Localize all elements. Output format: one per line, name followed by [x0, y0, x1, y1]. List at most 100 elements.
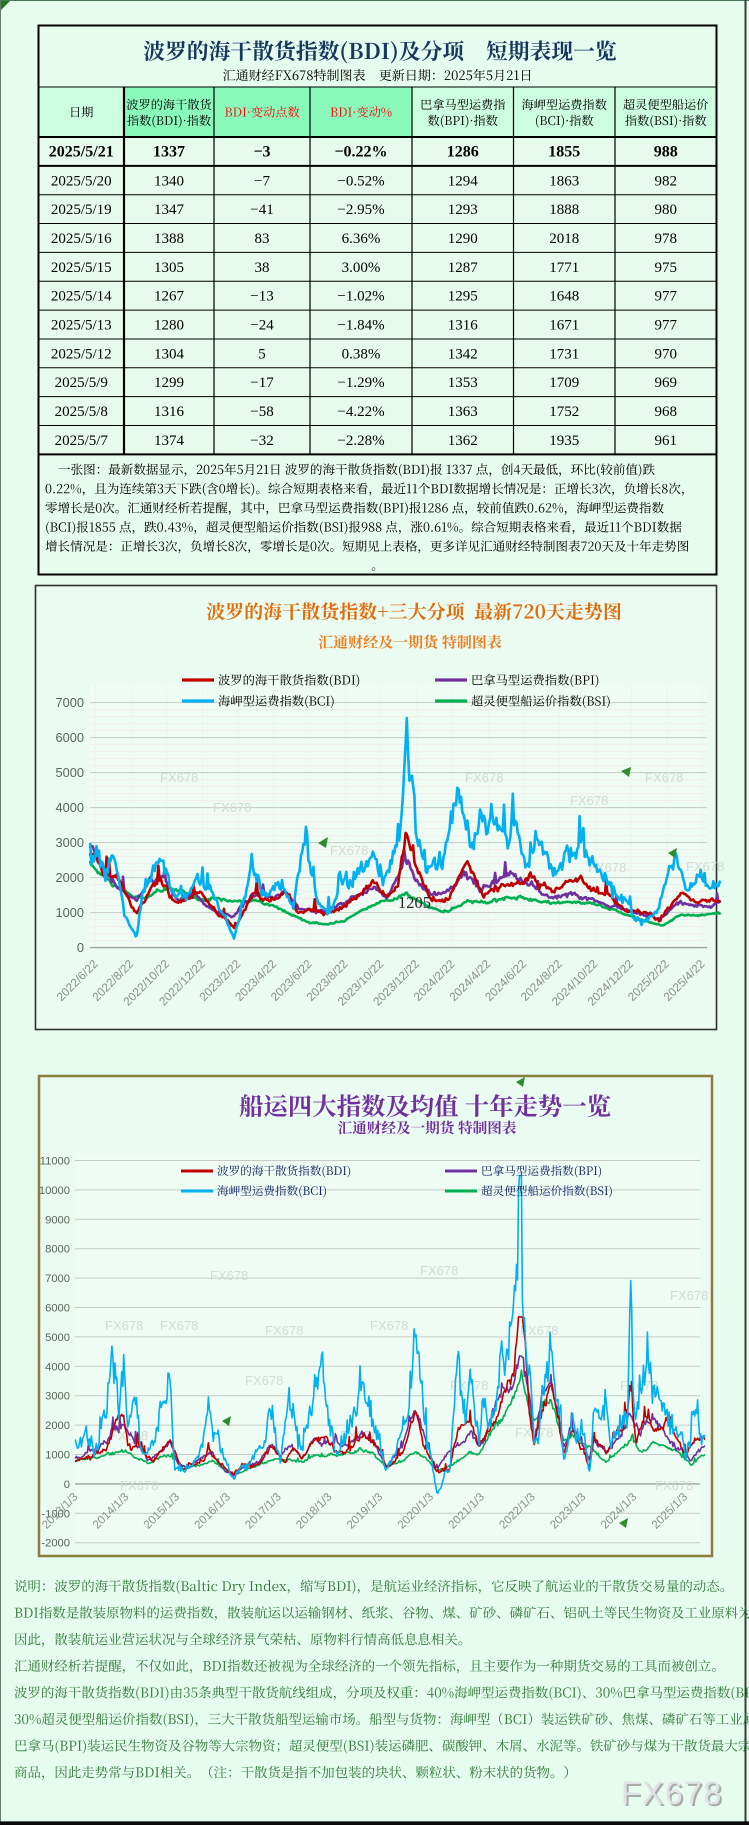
- svg-text:1935: 1935: [549, 433, 579, 449]
- svg-text:2025/5/16: 2025/5/16: [51, 231, 112, 247]
- svg-text:1752: 1752: [549, 404, 579, 420]
- svg-text:−24: −24: [250, 318, 274, 334]
- svg-text:9000: 9000: [45, 1214, 70, 1226]
- svg-text:FX678: FX678: [370, 1318, 408, 1333]
- svg-text:FX678: FX678: [420, 1263, 458, 1278]
- svg-text:-2000: -2000: [41, 1538, 70, 1550]
- svg-text:0: 0: [77, 940, 84, 955]
- svg-text:0.38%: 0.38%: [342, 346, 381, 362]
- svg-text:6.36%: 6.36%: [342, 231, 381, 247]
- svg-text:3000: 3000: [56, 835, 84, 850]
- svg-text:−17: −17: [250, 375, 274, 391]
- svg-text:5: 5: [258, 346, 266, 362]
- svg-text:FX678: FX678: [645, 770, 683, 785]
- svg-text:7000: 7000: [45, 1273, 70, 1285]
- svg-text:4000: 4000: [45, 1361, 70, 1373]
- svg-text:1000: 1000: [56, 905, 84, 920]
- svg-text:1709: 1709: [549, 375, 579, 391]
- svg-text:1287: 1287: [448, 260, 479, 276]
- svg-text:1299: 1299: [154, 375, 184, 391]
- svg-text:1205: 1205: [398, 893, 431, 912]
- svg-text:−0.22%: −0.22%: [334, 143, 387, 160]
- svg-text:FX678: FX678: [245, 1373, 283, 1388]
- svg-text:978: 978: [655, 231, 678, 247]
- svg-text:1316: 1316: [448, 318, 479, 334]
- svg-text:FX678: FX678: [655, 1478, 693, 1493]
- svg-text:1731: 1731: [549, 346, 579, 362]
- svg-text:1286: 1286: [447, 143, 479, 160]
- svg-text:−2.95%: −2.95%: [337, 202, 384, 218]
- svg-text:1294: 1294: [448, 173, 479, 189]
- svg-text:−1.02%: −1.02%: [337, 289, 384, 305]
- svg-text:961: 961: [655, 433, 678, 449]
- svg-text:1316: 1316: [154, 404, 185, 420]
- svg-text:8000: 8000: [45, 1244, 70, 1256]
- svg-text:980: 980: [655, 202, 678, 218]
- svg-text:10000: 10000: [39, 1185, 70, 1197]
- svg-text:0: 0: [64, 1479, 70, 1491]
- svg-text:2025/5/21: 2025/5/21: [49, 143, 114, 160]
- svg-text:1342: 1342: [448, 346, 478, 362]
- svg-text:2025/5/13: 2025/5/13: [51, 318, 112, 334]
- svg-text:1671: 1671: [549, 318, 579, 334]
- svg-text:−1.84%: −1.84%: [337, 318, 384, 334]
- svg-text:−32: −32: [250, 433, 273, 449]
- svg-text:FX678: FX678: [105, 1318, 143, 1333]
- svg-text:FX678: FX678: [265, 1323, 303, 1338]
- svg-text:FX678: FX678: [160, 1318, 198, 1333]
- svg-text:FX678: FX678: [686, 859, 724, 874]
- svg-text:975: 975: [655, 260, 678, 276]
- svg-text:−7: −7: [254, 173, 270, 189]
- svg-text:−58: −58: [250, 404, 273, 420]
- svg-text:-1000: -1000: [41, 1508, 70, 1520]
- svg-text:7000: 7000: [56, 695, 84, 710]
- svg-text:969: 969: [655, 375, 678, 391]
- svg-text:1363: 1363: [448, 404, 478, 420]
- svg-text:970: 970: [655, 346, 678, 362]
- svg-text:2025/5/19: 2025/5/19: [51, 202, 112, 218]
- svg-text:1337: 1337: [153, 143, 185, 160]
- svg-text:2025/5/20: 2025/5/20: [51, 173, 112, 189]
- svg-text:1347: 1347: [154, 202, 185, 218]
- svg-text:1388: 1388: [154, 231, 184, 247]
- svg-text:3000: 3000: [45, 1391, 70, 1403]
- svg-text:1374: 1374: [154, 433, 185, 449]
- svg-text:1340: 1340: [154, 173, 184, 189]
- svg-text:2025/5/9: 2025/5/9: [55, 375, 108, 391]
- svg-text:2000: 2000: [56, 870, 84, 885]
- svg-text:FX678: FX678: [623, 1777, 725, 1813]
- svg-text:2000: 2000: [45, 1420, 70, 1432]
- svg-text:FX678: FX678: [330, 843, 368, 858]
- svg-text:988: 988: [654, 143, 678, 160]
- svg-text:−4.22%: −4.22%: [337, 404, 384, 420]
- svg-text:FX678: FX678: [570, 793, 608, 808]
- svg-text:1290: 1290: [448, 231, 478, 247]
- svg-text:1305: 1305: [154, 260, 184, 276]
- svg-text:1267: 1267: [154, 289, 185, 305]
- svg-text:1863: 1863: [549, 173, 579, 189]
- svg-text:1295: 1295: [448, 289, 478, 305]
- svg-text:2025/5/14: 2025/5/14: [51, 289, 112, 305]
- svg-text:−0.52%: −0.52%: [337, 173, 384, 189]
- svg-text:1362: 1362: [448, 433, 478, 449]
- svg-text:6000: 6000: [56, 730, 84, 745]
- svg-text:FX678: FX678: [621, 1775, 723, 1811]
- svg-text:977: 977: [655, 318, 678, 334]
- svg-text:2025/5/7: 2025/5/7: [55, 433, 109, 449]
- svg-text:FX678: FX678: [210, 1268, 248, 1283]
- svg-text:FX678: FX678: [465, 770, 503, 785]
- svg-text:1353: 1353: [448, 375, 478, 391]
- svg-text:−13: −13: [250, 289, 273, 305]
- svg-text:11000: 11000: [40, 1156, 70, 1168]
- svg-text:6000: 6000: [45, 1303, 70, 1315]
- svg-text:1280: 1280: [154, 318, 184, 334]
- svg-text:5000: 5000: [45, 1332, 70, 1344]
- svg-text:2025/5/15: 2025/5/15: [51, 260, 112, 276]
- svg-text:2025/5/8: 2025/5/8: [55, 404, 108, 420]
- svg-text:1293: 1293: [448, 202, 478, 218]
- svg-text:FX678: FX678: [670, 1288, 708, 1303]
- svg-text:4000: 4000: [56, 800, 84, 815]
- svg-text:1855: 1855: [548, 143, 580, 160]
- svg-text:38: 38: [255, 260, 270, 276]
- svg-text:1648: 1648: [549, 289, 579, 305]
